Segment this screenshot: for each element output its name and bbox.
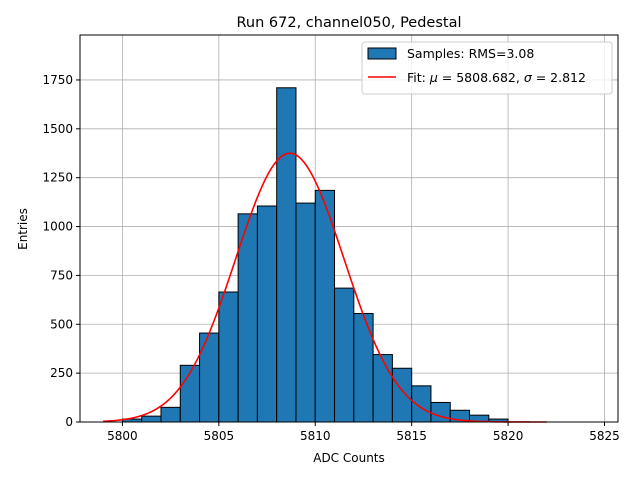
histogram-bars	[121, 87, 509, 423]
legend-fit-mu-symbol: μ	[429, 70, 438, 85]
legend-fit-mu-value: = 5808.682,	[438, 70, 524, 85]
y-tick-label: 1000	[42, 220, 73, 234]
histogram-bar	[295, 202, 316, 423]
y-tick-label: 750	[50, 268, 73, 282]
histogram-bar	[430, 401, 451, 423]
legend: Samples: RMS=3.08 Fit: μ = 5808.682, σ =…	[361, 41, 613, 95]
legend-fit-label: Fit: μ = 5808.682, σ = 2.812	[407, 70, 586, 85]
histogram-bar	[391, 367, 413, 423]
histogram-bar	[334, 287, 355, 423]
legend-frame	[361, 41, 613, 95]
y-tick-label: 250	[50, 366, 73, 380]
x-tick-label: 5825	[589, 429, 620, 443]
x-tick-label: 5805	[204, 429, 235, 443]
legend-fit-sigma-value: = 2.812	[532, 70, 586, 85]
x-tick-label: 5820	[493, 429, 524, 443]
x-axis-ticks: 5800 5805 5810 5815 5820 5825	[107, 422, 620, 443]
gaussian-fit-curve	[103, 152, 547, 423]
chart-title: Run 672, channel050, Pedestal	[236, 15, 461, 31]
y-tick-label: 1500	[42, 122, 73, 136]
x-tick-label: 5800	[107, 429, 138, 443]
plot-area-frame	[79, 34, 619, 423]
legend-histogram-label: Samples: RMS=3.08	[407, 46, 534, 61]
histogram-bar	[353, 313, 374, 423]
histogram-bar	[372, 354, 393, 423]
legend-fit-prefix: Fit:	[407, 70, 430, 85]
histogram-bar	[160, 406, 181, 423]
y-axis-ticks: 0 250 500 750 1000 1250 1500 1750	[42, 73, 80, 429]
histogram-bar	[314, 189, 336, 423]
histogram-bar	[199, 332, 220, 423]
y-tick-label: 0	[65, 415, 73, 429]
x-axis-label: ADC Counts	[313, 451, 385, 465]
histogram-bar	[256, 205, 278, 423]
histogram-bar	[276, 87, 297, 423]
legend-fit-sigma-symbol: σ	[524, 70, 533, 85]
histogram-bar	[218, 291, 239, 423]
y-axis-label: Entries	[16, 208, 30, 250]
y-tick-label: 500	[50, 317, 73, 331]
histogram-bar	[141, 415, 162, 423]
legend-histogram-swatch	[367, 47, 397, 60]
y-tick-label: 1250	[42, 171, 73, 185]
x-tick-label: 5810	[300, 429, 331, 443]
y-tick-label: 1750	[42, 73, 73, 87]
x-tick-label: 5815	[396, 429, 427, 443]
